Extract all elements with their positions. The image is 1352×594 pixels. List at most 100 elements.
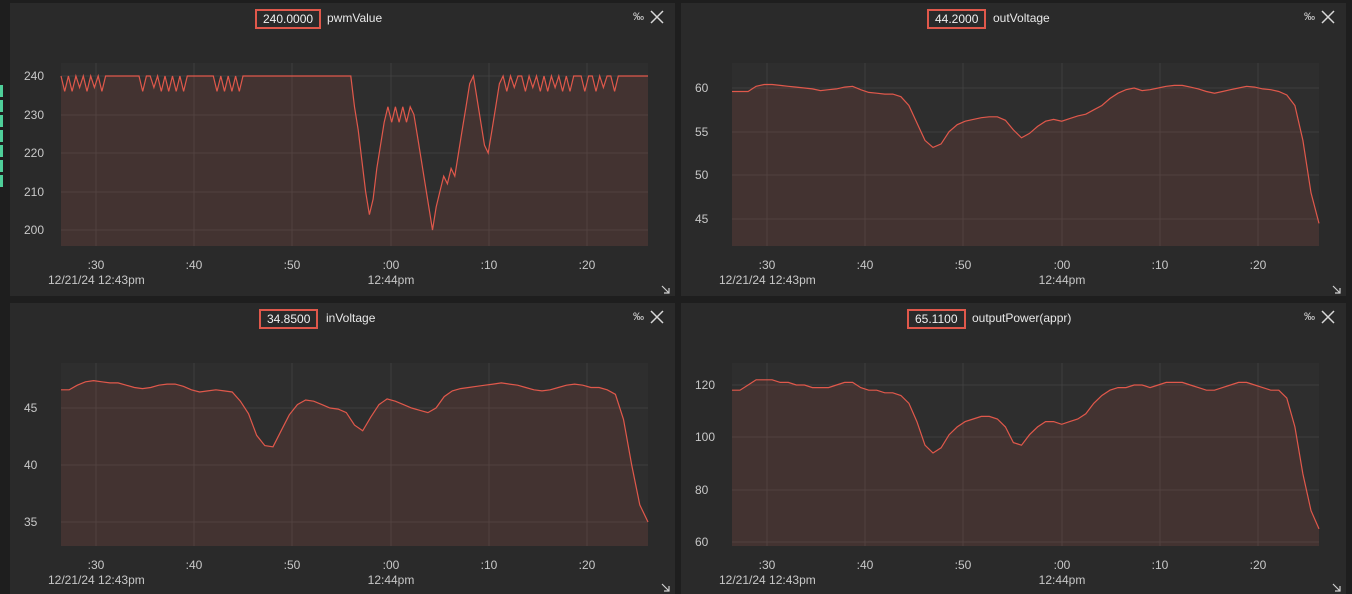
close-icon[interactable] <box>1320 309 1336 325</box>
x-tick-label: :40 <box>857 258 874 272</box>
y-tick-label: 230 <box>24 108 44 122</box>
plot-area <box>61 363 648 546</box>
series-area-fill <box>732 84 1319 246</box>
x-tick-label: :00 <box>383 258 400 272</box>
series-line <box>732 83 1320 224</box>
side-indicator-marks <box>0 85 3 197</box>
permille-toggle-icon[interactable]: ‰ <box>633 311 644 323</box>
y-tick-label: 120 <box>695 378 715 392</box>
series-name-label: inVoltage <box>326 311 376 325</box>
x-tick-label: :20 <box>579 258 596 272</box>
close-icon[interactable] <box>649 309 665 325</box>
current-value-box: 65.1100 <box>907 309 966 329</box>
panel-header: 240.0000 pwmValue ‰ <box>10 9 675 31</box>
x-tick-label: :00 <box>1054 258 1071 272</box>
resize-handle-icon[interactable] <box>661 580 671 592</box>
time-start-label: 12/21/24 12:43pm <box>719 273 816 287</box>
series-name-label: pwmValue <box>327 11 383 25</box>
y-tick-label: 220 <box>24 146 44 160</box>
x-tick-label: :30 <box>88 258 105 272</box>
y-tick-label: 35 <box>24 515 38 529</box>
series-line <box>60 73 648 231</box>
chart-panel-outVoltage[interactable]: 44.2000 outVoltage ‰ 60 55 50 45 :30 :40 :50 :00 :1… <box>681 3 1346 296</box>
x-tick-label: :20 <box>579 558 596 572</box>
plot-area <box>732 63 1319 246</box>
resize-handle-icon[interactable] <box>661 282 671 294</box>
current-value-box: 44.2000 <box>927 9 987 29</box>
y-tick-label: 50 <box>695 168 709 182</box>
x-tick-label: :20 <box>1250 258 1267 272</box>
panel-header: 44.2000 outVoltage ‰ <box>681 9 1346 31</box>
panel-header: 65.1100 outputPower(appr) ‰ <box>681 309 1346 331</box>
side-mark <box>0 85 3 97</box>
y-tick-label: 210 <box>24 185 44 199</box>
chart-panel-outputPower[interactable]: 65.1100 outputPower(appr) ‰ 120 100 80 60 :30 :4… <box>681 303 1346 594</box>
side-mark <box>0 130 3 142</box>
x-tick-label: :40 <box>186 558 203 572</box>
side-mark <box>0 115 3 127</box>
current-value-box: 34.8500 <box>259 309 319 329</box>
x-tick-label: :40 <box>857 558 874 572</box>
chart-svg: 240 230 220 210 200 :30 :40 :50 :00 :10 :20 12/21/2… <box>24 63 648 287</box>
chart-panel-inVoltage[interactable]: 34.8500 inVoltage ‰ 45 40 35 :30 :40 :50 :00 :10 :2… <box>10 303 675 594</box>
x-tick-label: :10 <box>481 558 498 572</box>
y-tick-label: 100 <box>695 430 715 444</box>
y-tick-label: 60 <box>695 535 709 549</box>
x-tick-label: :00 <box>1054 558 1071 572</box>
permille-toggle-icon[interactable]: ‰ <box>1304 11 1315 23</box>
y-tick-label: 40 <box>24 458 38 472</box>
close-icon[interactable] <box>649 9 665 25</box>
plot-area <box>61 63 648 246</box>
current-value-box: 240.0000 <box>255 9 322 29</box>
time-start-label: 12/21/24 12:43pm <box>48 273 145 287</box>
x-tick-label: :10 <box>481 258 498 272</box>
x-tick-label: :50 <box>284 558 301 572</box>
y-tick-label: 45 <box>24 401 38 415</box>
time-mid-label: 12:44pm <box>1039 273 1086 287</box>
y-tick-label: 55 <box>695 125 709 139</box>
series-line <box>61 379 649 523</box>
x-tick-label: :20 <box>1250 558 1267 572</box>
x-tick-label: :30 <box>759 258 776 272</box>
time-mid-label: 12:44pm <box>368 273 415 287</box>
x-tick-label: :30 <box>759 558 776 572</box>
x-tick-label: :50 <box>284 258 301 272</box>
series-name-label: outVoltage <box>993 11 1050 25</box>
time-mid-label: 12:44pm <box>368 573 415 587</box>
side-mark <box>0 160 3 172</box>
chart-svg: 45 40 35 :30 :40 :50 :00 :10 :20 12/21/24 12:43pm… <box>24 363 649 587</box>
series-area-fill <box>61 380 648 546</box>
permille-toggle-icon[interactable]: ‰ <box>1304 311 1315 323</box>
time-start-label: 12/21/24 12:43pm <box>719 573 816 587</box>
series-area-fill <box>61 76 648 246</box>
x-tick-label: :10 <box>1152 258 1169 272</box>
x-tick-label: :50 <box>955 558 972 572</box>
resize-handle-icon[interactable] <box>1332 282 1342 294</box>
side-mark <box>0 175 3 187</box>
x-tick-label: :30 <box>88 558 105 572</box>
y-tick-label: 200 <box>24 223 44 237</box>
x-tick-label: :10 <box>1152 558 1169 572</box>
time-mid-label: 12:44pm <box>1039 573 1086 587</box>
series-line <box>732 379 1320 530</box>
x-tick-label: :50 <box>955 258 972 272</box>
x-tick-label: :40 <box>186 258 203 272</box>
chart-svg: 60 55 50 45 :30 :40 :50 :00 :10 :20 12/21/24 12:43… <box>695 63 1320 287</box>
y-tick-label: 60 <box>695 81 709 95</box>
plot-area <box>732 363 1319 546</box>
x-tick-label: :00 <box>383 558 400 572</box>
chart-svg: 120 100 80 60 :30 :40 :50 :00 :10 :20 12/21/24 12:… <box>695 363 1320 587</box>
chart-panel-pwmValue[interactable]: 240.0000 pwmValue ‰ 240 230 220 210 200 :30 :40 :5… <box>10 3 675 296</box>
series-area-fill <box>732 379 1319 546</box>
y-tick-label: 80 <box>695 483 709 497</box>
resize-handle-icon[interactable] <box>1332 580 1342 592</box>
side-mark <box>0 145 3 157</box>
panel-header: 34.8500 inVoltage ‰ <box>10 309 675 331</box>
permille-toggle-icon[interactable]: ‰ <box>633 11 644 23</box>
close-icon[interactable] <box>1320 9 1336 25</box>
y-tick-label: 45 <box>695 212 709 226</box>
y-tick-label: 240 <box>24 69 44 83</box>
side-mark <box>0 100 3 112</box>
time-start-label: 12/21/24 12:43pm <box>48 573 145 587</box>
